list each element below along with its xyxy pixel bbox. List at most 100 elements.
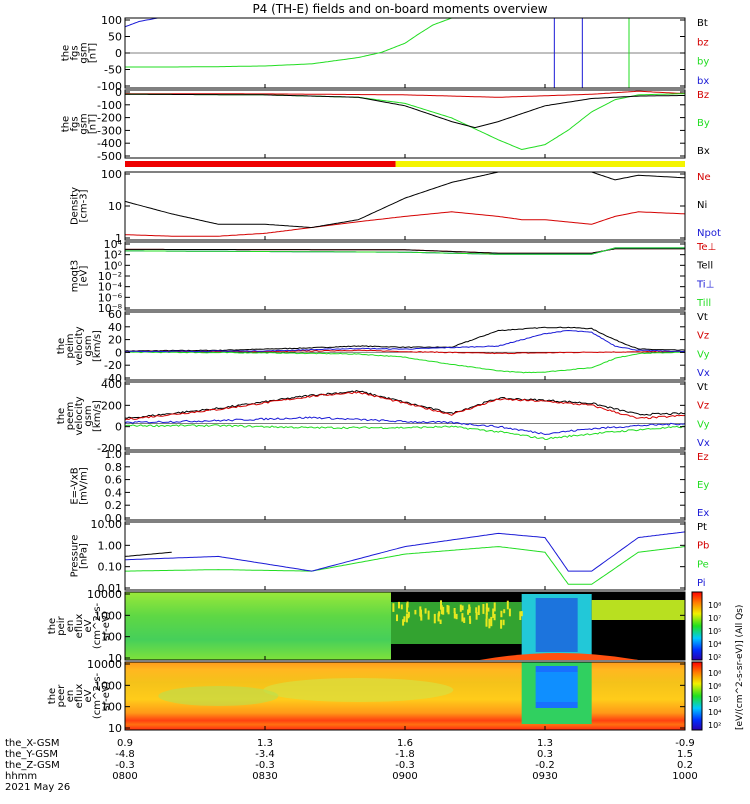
peer-yellow-blob xyxy=(263,678,454,702)
panel-peir-en-eflux: 10000 1000 100 10 thepeirenefluxeV(cm^2-s-sr… xyxy=(47,588,686,665)
y-tick-label: 10 xyxy=(108,652,122,665)
peir-speckle xyxy=(403,616,406,622)
y-axis-label-line: Pressure xyxy=(70,535,81,578)
peir-speckle xyxy=(490,616,493,627)
colorbar-tick: 10² xyxy=(708,653,721,662)
x-axis-date: 2021 May 26 xyxy=(5,782,70,793)
peir-speckle xyxy=(402,619,405,626)
y-axis-label-line: en xyxy=(65,690,76,703)
colorbar-bottom xyxy=(691,661,703,731)
peir-speckle xyxy=(392,603,395,612)
y-axis-label-line: sr-eV) xyxy=(101,681,112,710)
y-tick-label: -100 xyxy=(97,99,122,112)
y-tick-label: 0.01 xyxy=(98,582,123,595)
y-axis-label-line: gsm xyxy=(83,405,94,426)
y-tick-label: -500 xyxy=(97,150,122,163)
colorbar-tick: 10⁵ xyxy=(708,695,721,704)
x-row-label: the_X-GSM xyxy=(5,738,59,749)
y-axis-label-line: peem xyxy=(65,402,76,430)
legend-entry-Vz: Vz xyxy=(697,331,709,342)
legend-entry-Pt: Pt xyxy=(697,522,707,533)
legend-entry-Te⊥: Te⊥ xyxy=(696,242,716,253)
y-tick-label: 10 xyxy=(108,722,122,735)
legend-entry-Bt: Bt xyxy=(697,18,708,29)
x-row-value: -3.4 xyxy=(255,749,275,760)
peir-speckle xyxy=(453,608,456,613)
legend-entry-Vy: Vy xyxy=(697,419,710,430)
x-row-value: 1.5 xyxy=(677,749,693,760)
y-tick-label: 50 xyxy=(108,31,122,44)
peir-speckle xyxy=(407,611,410,617)
y-axis-label-line: peer xyxy=(56,684,67,708)
y-tick-label: 10000 xyxy=(87,588,122,601)
peir-speckle xyxy=(468,615,471,620)
y-tick-label: 10⁻⁸ xyxy=(98,302,123,315)
y-axis-label-line: [km/s] xyxy=(92,400,103,432)
peir-speckle xyxy=(488,618,491,629)
peir-speckle xyxy=(485,603,488,610)
peir-speckle xyxy=(455,613,458,620)
legend-entry-bx: bx xyxy=(697,76,709,87)
y-axis-label-line: eflux xyxy=(74,614,85,639)
y-axis-label-line: [nPa] xyxy=(79,543,90,569)
series-line-Ne xyxy=(125,211,686,237)
peir-speckle xyxy=(475,607,478,613)
peir-speckle xyxy=(477,605,480,615)
panel-frame xyxy=(124,521,686,591)
peir-speckle xyxy=(469,618,472,624)
peir-speckle xyxy=(437,613,440,622)
y-tick-label: -20 xyxy=(104,359,122,372)
y-axis-label-line: the xyxy=(61,116,72,132)
y-tick-label: 0 xyxy=(115,421,122,434)
panel-e-field: 1.00.80.60.40.20.0 E=-VxB[mV/m] Ez Ey Ex xyxy=(70,448,710,525)
series-line-Pi xyxy=(124,531,686,572)
y-axis-label-line: the xyxy=(47,688,58,704)
y-tick-label: 100 xyxy=(101,631,122,644)
peir-speckle xyxy=(520,611,523,617)
peir-band-mid xyxy=(391,602,522,644)
y-tick-label: -400 xyxy=(97,137,122,150)
x-row-value: -0.9 xyxy=(675,738,695,749)
y-tick-label: 100 xyxy=(101,168,122,181)
y-tick-label: 10⁻² xyxy=(98,270,122,283)
x-row-label: hhmm xyxy=(5,771,37,782)
x-row-label: the_Y-GSM xyxy=(5,749,58,760)
series-line-Till xyxy=(125,247,685,255)
y-axis-label-line: fgs xyxy=(70,45,81,60)
y-tick-label: -40 xyxy=(104,372,122,385)
y-tick-label: 60 xyxy=(108,308,122,321)
y-tick-label: 0.2 xyxy=(105,499,123,512)
panel-density: 100 10 1 Density[cm-3] Ne Ni Npot xyxy=(70,168,721,245)
legend-entry-Vt: Vt xyxy=(697,312,708,323)
colorbar-tick: 10⁶ xyxy=(708,682,721,691)
legend-entry-By: By xyxy=(697,118,710,129)
y-axis-label-line: the xyxy=(56,408,67,424)
legend-entry-Ez: Ez xyxy=(697,452,709,463)
y-tick-label: -300 xyxy=(97,124,122,137)
y-axis-label-line: eV xyxy=(83,689,94,702)
series-line-By xyxy=(125,93,686,151)
legend-entry-Tell: Tell xyxy=(696,261,713,272)
y-tick-label: 1 xyxy=(115,232,122,245)
panel-frame xyxy=(124,311,686,381)
series-line-Tell xyxy=(125,248,685,254)
y-axis-label: Density[cm-3] xyxy=(70,187,90,225)
x-row-value: 0.2 xyxy=(677,760,693,771)
peir-speckle xyxy=(396,614,398,622)
peir-speckle xyxy=(405,613,408,623)
legend-entry-Till: Till xyxy=(696,298,711,309)
series-line-Vz xyxy=(124,391,686,421)
y-tick-label: 0.0 xyxy=(105,512,123,525)
colorbar-tick: 10⁸ xyxy=(708,601,721,610)
y-axis-label-line: [nT] xyxy=(88,43,99,63)
series-line-Bx xyxy=(125,93,685,129)
y-axis-label-line: [mV/m] xyxy=(79,467,90,505)
x-row-value: -0.2 xyxy=(535,760,555,771)
x-row-value: 0930 xyxy=(532,771,557,782)
